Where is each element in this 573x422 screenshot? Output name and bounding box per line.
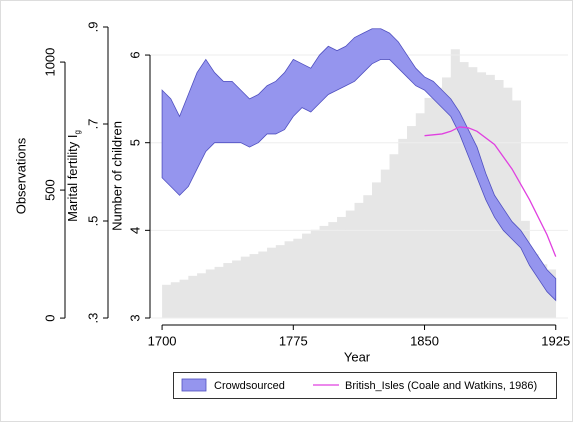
histogram-bar [170, 282, 180, 319]
histogram-bar [328, 222, 338, 319]
y-tick-label: .3 [85, 313, 100, 324]
histogram-bar [293, 238, 303, 319]
legend-swatch [181, 378, 207, 392]
histogram-bar [459, 62, 469, 319]
histogram-bar [302, 233, 312, 319]
y-tick-label: 1000 [42, 48, 57, 77]
histogram-bar [389, 154, 399, 319]
histogram-bar [232, 260, 242, 319]
histogram [162, 49, 557, 319]
fert-axis-title-main: Marital fertility I [65, 135, 80, 222]
band [161, 28, 557, 302]
histogram-bar [267, 247, 277, 319]
histogram-bar [310, 229, 320, 319]
histogram-bar [415, 113, 425, 319]
legend [173, 372, 557, 399]
legend-label: British_Isles (Coale and Watkins, 1986) [345, 380, 537, 392]
axes: 3 4 5 6 0 500 1000 .3 .5 .7 .9 1700 1775 1850 1925 [42, 22, 570, 349]
histogram-bar [319, 225, 329, 319]
histogram-bar [363, 195, 373, 319]
x-axis-title: Year [344, 349, 371, 364]
histogram-bar [214, 266, 224, 319]
histogram-bar [503, 87, 513, 319]
y-tick-label: .5 [85, 216, 100, 227]
histogram-bar [249, 254, 259, 319]
y-tick-label: .7 [85, 119, 100, 130]
data [161, 28, 557, 302]
histogram-bar [424, 97, 434, 319]
y-tick-label: 4 [127, 227, 142, 234]
histogram-bar [407, 126, 417, 319]
histogram-bar [520, 220, 530, 319]
histogram-bar [345, 210, 355, 319]
x-tick-label: 1925 [541, 333, 570, 348]
histogram-bar [162, 284, 172, 319]
histogram-bar [398, 138, 408, 319]
histogram-bar [433, 87, 443, 319]
histogram-bar [275, 245, 285, 319]
histogram-bar [442, 77, 452, 319]
y-tick-label: 500 [42, 179, 57, 201]
legend-label: Crowdsourced [214, 380, 285, 392]
histogram-bar [284, 241, 294, 319]
histogram-bar [450, 49, 460, 319]
legend-items: Crowdsourced British_Isles (Coale and Wat… [181, 378, 537, 392]
histogram-bar [538, 264, 548, 319]
y-tick-label: .9 [85, 22, 100, 33]
x-tick-label: 1850 [410, 333, 439, 348]
histogram-bar [380, 169, 390, 319]
histogram-bar [512, 100, 522, 319]
histogram-bar [468, 67, 478, 319]
y-tick-label: 3 [127, 314, 142, 321]
histogram-bar [179, 279, 189, 319]
histogram-bar [188, 275, 198, 319]
histogram-bar [494, 79, 504, 319]
histogram-bar [337, 216, 347, 319]
histogram-bar [354, 202, 364, 319]
y-tick-label: 6 [127, 51, 142, 58]
x-tick-label: 1775 [279, 333, 308, 348]
fert-axis-subscript: g [73, 130, 82, 134]
histogram-bar [223, 263, 233, 319]
histogram-bar [197, 273, 207, 319]
fert-axis-title: Marital fertility Ig [65, 130, 82, 222]
histogram-bar [205, 269, 215, 319]
x-tick-label: 1700 [148, 333, 177, 348]
y-tick-label: 0 [42, 314, 57, 321]
histogram-bar [372, 182, 382, 319]
histogram-bar [477, 72, 487, 319]
obs-axis-title: Observations [13, 137, 28, 214]
line [424, 126, 557, 257]
y-tick-label: 5 [127, 139, 142, 146]
y-axis-title: Number of children [109, 121, 124, 231]
histogram-bar [258, 251, 268, 319]
histogram-bar [240, 256, 250, 319]
histogram-bar [529, 254, 539, 319]
